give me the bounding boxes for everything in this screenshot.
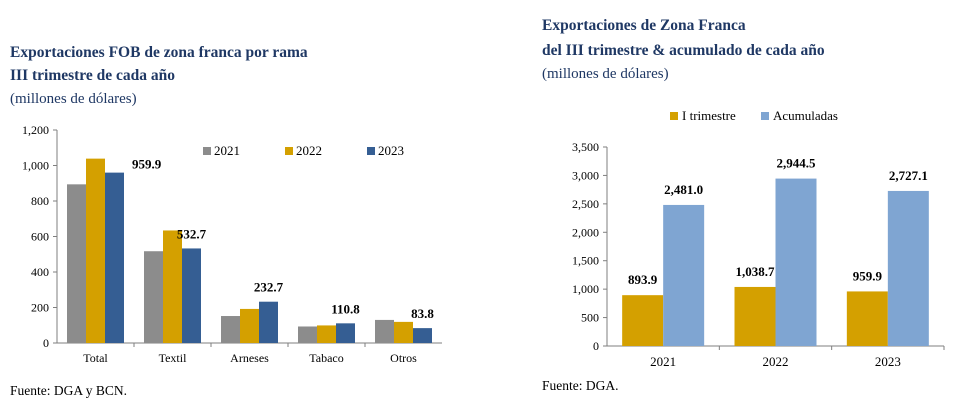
legend-swatch <box>670 112 678 120</box>
chart-title-line1: Exportaciones de Zona Franca <box>542 17 746 34</box>
y-tick-label: 3,500 <box>572 140 599 154</box>
data-label: 83.8 <box>411 306 434 321</box>
legend-label: 2021 <box>214 143 240 158</box>
y-tick-label: 1,000 <box>22 159 49 173</box>
bar <box>375 319 394 343</box>
y-tick-label: 1,200 <box>22 123 49 137</box>
legend-swatch <box>285 147 293 155</box>
data-label: 959.9 <box>853 268 883 283</box>
y-tick-label: 500 <box>581 311 599 325</box>
bar <box>105 172 124 343</box>
x-tick-label: Tabaco <box>309 351 343 365</box>
x-tick-label: 2022 <box>763 354 789 369</box>
bar <box>182 248 201 343</box>
chart-panel-fob-by-branch: Exportaciones FOB de zona franca por ram… <box>0 0 470 415</box>
data-label: 2,944.5 <box>777 156 817 171</box>
data-label: 532.7 <box>177 226 207 241</box>
legend-label: 2022 <box>296 143 322 158</box>
bar <box>394 321 413 343</box>
y-tick-label: 2,000 <box>572 225 599 239</box>
y-tick-label: 200 <box>31 301 49 315</box>
x-tick-label: 2021 <box>650 354 676 369</box>
chart-source: Fuente: DGA y BCN. <box>10 383 128 398</box>
legend-label: Acumuladas <box>773 108 838 123</box>
y-tick-label: 3,000 <box>572 168 599 182</box>
data-label: 2,727.1 <box>889 168 928 183</box>
chart-title-line2: del III trimestre & acumulado de cada añ… <box>542 42 825 59</box>
x-tick-label: Textil <box>159 351 187 365</box>
bar <box>67 184 86 343</box>
data-label: 959.9 <box>132 157 162 172</box>
data-label: 1,038.7 <box>736 264 776 279</box>
bar <box>221 316 240 343</box>
legend-label: 2023 <box>378 143 404 158</box>
y-tick-label: 1,500 <box>572 254 599 268</box>
bar-chart-right: 0 500 1,000 1,500 2,000 2,500 3,000 3,500 2021 89… <box>572 108 945 369</box>
x-tick-label: Otros <box>390 351 417 365</box>
bar <box>259 301 278 343</box>
x-tick-label: Total <box>83 351 108 365</box>
bar <box>663 204 705 346</box>
bar <box>887 190 929 346</box>
x-tick-label: Arneses <box>230 351 269 365</box>
bar <box>144 251 163 343</box>
data-label: 2,481.0 <box>664 182 703 197</box>
bar <box>298 326 317 343</box>
bar <box>846 291 888 346</box>
bar <box>336 323 355 343</box>
legend-swatch <box>761 112 769 120</box>
chart-title: Exportaciones FOB de zona franca por ram… <box>10 44 308 61</box>
chart-source: Fuente: DGA. <box>542 378 619 393</box>
chart-unit: (millones de dólares) <box>542 66 669 82</box>
bar-chart-left: 0 200 400 600 800 1,000 1,200 Total Textil Arnese… <box>22 123 442 365</box>
bar <box>317 325 336 343</box>
chart-unit: (millones de dólares) <box>10 91 137 107</box>
data-label: 232.7 <box>254 280 284 295</box>
x-tick-label: 2023 <box>875 354 901 369</box>
bar <box>413 328 432 343</box>
chart-panel-zone-exports: Exportaciones de Zona Franca del III tri… <box>520 0 969 415</box>
bar <box>622 295 664 346</box>
bar <box>240 308 259 343</box>
y-tick-label: 1,000 <box>572 282 599 296</box>
legend-swatch <box>367 147 375 155</box>
y-tick-label: 0 <box>43 336 49 350</box>
bar <box>734 286 776 346</box>
bar <box>775 178 817 346</box>
legend-label: I trimestre <box>682 108 736 123</box>
data-label: 110.8 <box>331 301 360 316</box>
y-tick-label: 800 <box>31 194 49 208</box>
y-tick-label: 2,500 <box>572 197 599 211</box>
y-tick-label: 600 <box>31 230 49 244</box>
y-tick-label: 400 <box>31 265 49 279</box>
chart-subtitle: III trimestre de cada año <box>10 67 176 84</box>
legend-swatch <box>203 147 211 155</box>
bar <box>86 158 105 343</box>
bar <box>163 230 182 343</box>
data-label: 893.9 <box>628 272 658 287</box>
y-tick-label: 0 <box>593 339 599 353</box>
